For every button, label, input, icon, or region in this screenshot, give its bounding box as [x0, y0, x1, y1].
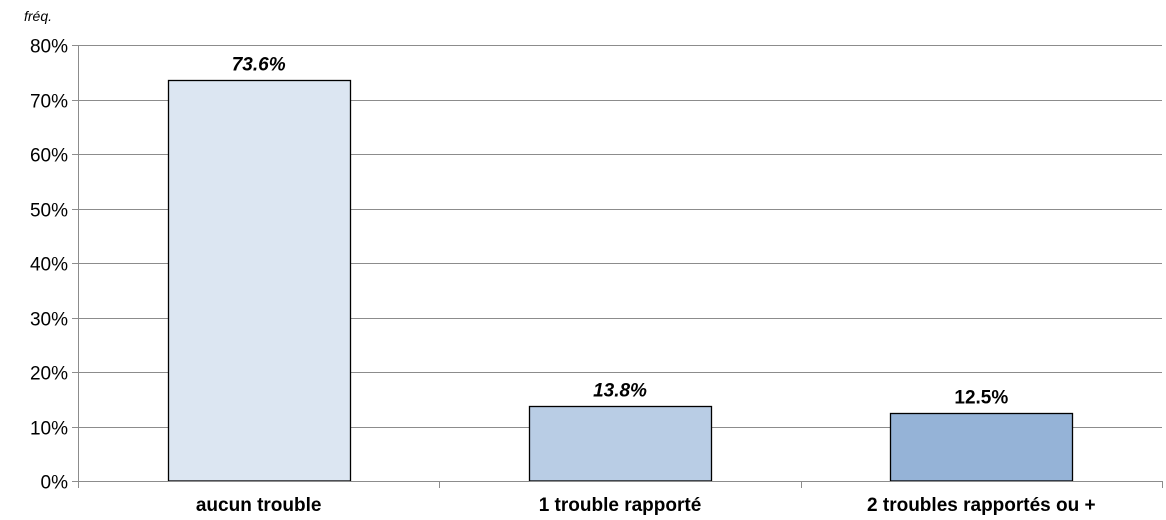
y-tick-label: 10% — [30, 419, 68, 440]
data-label: 12.5% — [954, 388, 1008, 409]
x-axis: aucun trouble 1 trouble rapporté 2 trouble… — [78, 481, 1163, 516]
y-tick-label: 30% — [30, 310, 68, 331]
bar — [167, 79, 352, 482]
y-tick-label: 70% — [30, 92, 68, 113]
y-tick-label: 50% — [30, 201, 68, 222]
x-category-label: 1 trouble rapporté — [539, 495, 702, 516]
y-tick-label: 80% — [30, 37, 68, 58]
x-category-label: aucun trouble — [196, 495, 322, 516]
y-tick-label: 60% — [30, 146, 68, 167]
y-tick-label: 20% — [30, 364, 68, 385]
bar — [528, 405, 713, 482]
data-labels: 73.6% 13.8% 12.5% — [232, 55, 1009, 409]
y-tick-label: 40% — [30, 255, 68, 276]
y-axis: 0% 10% 20% 30% 40% 50% 60% 70% 80% — [30, 37, 79, 494]
bar — [889, 412, 1074, 482]
x-category-label: 2 troubles rapportés ou + — [867, 495, 1096, 516]
y-unit-label: fréq. — [24, 8, 52, 24]
data-label: 13.8% — [593, 381, 647, 402]
bars — [167, 79, 1074, 482]
y-tick-label: 0% — [41, 473, 69, 494]
data-label: 73.6% — [232, 55, 286, 76]
